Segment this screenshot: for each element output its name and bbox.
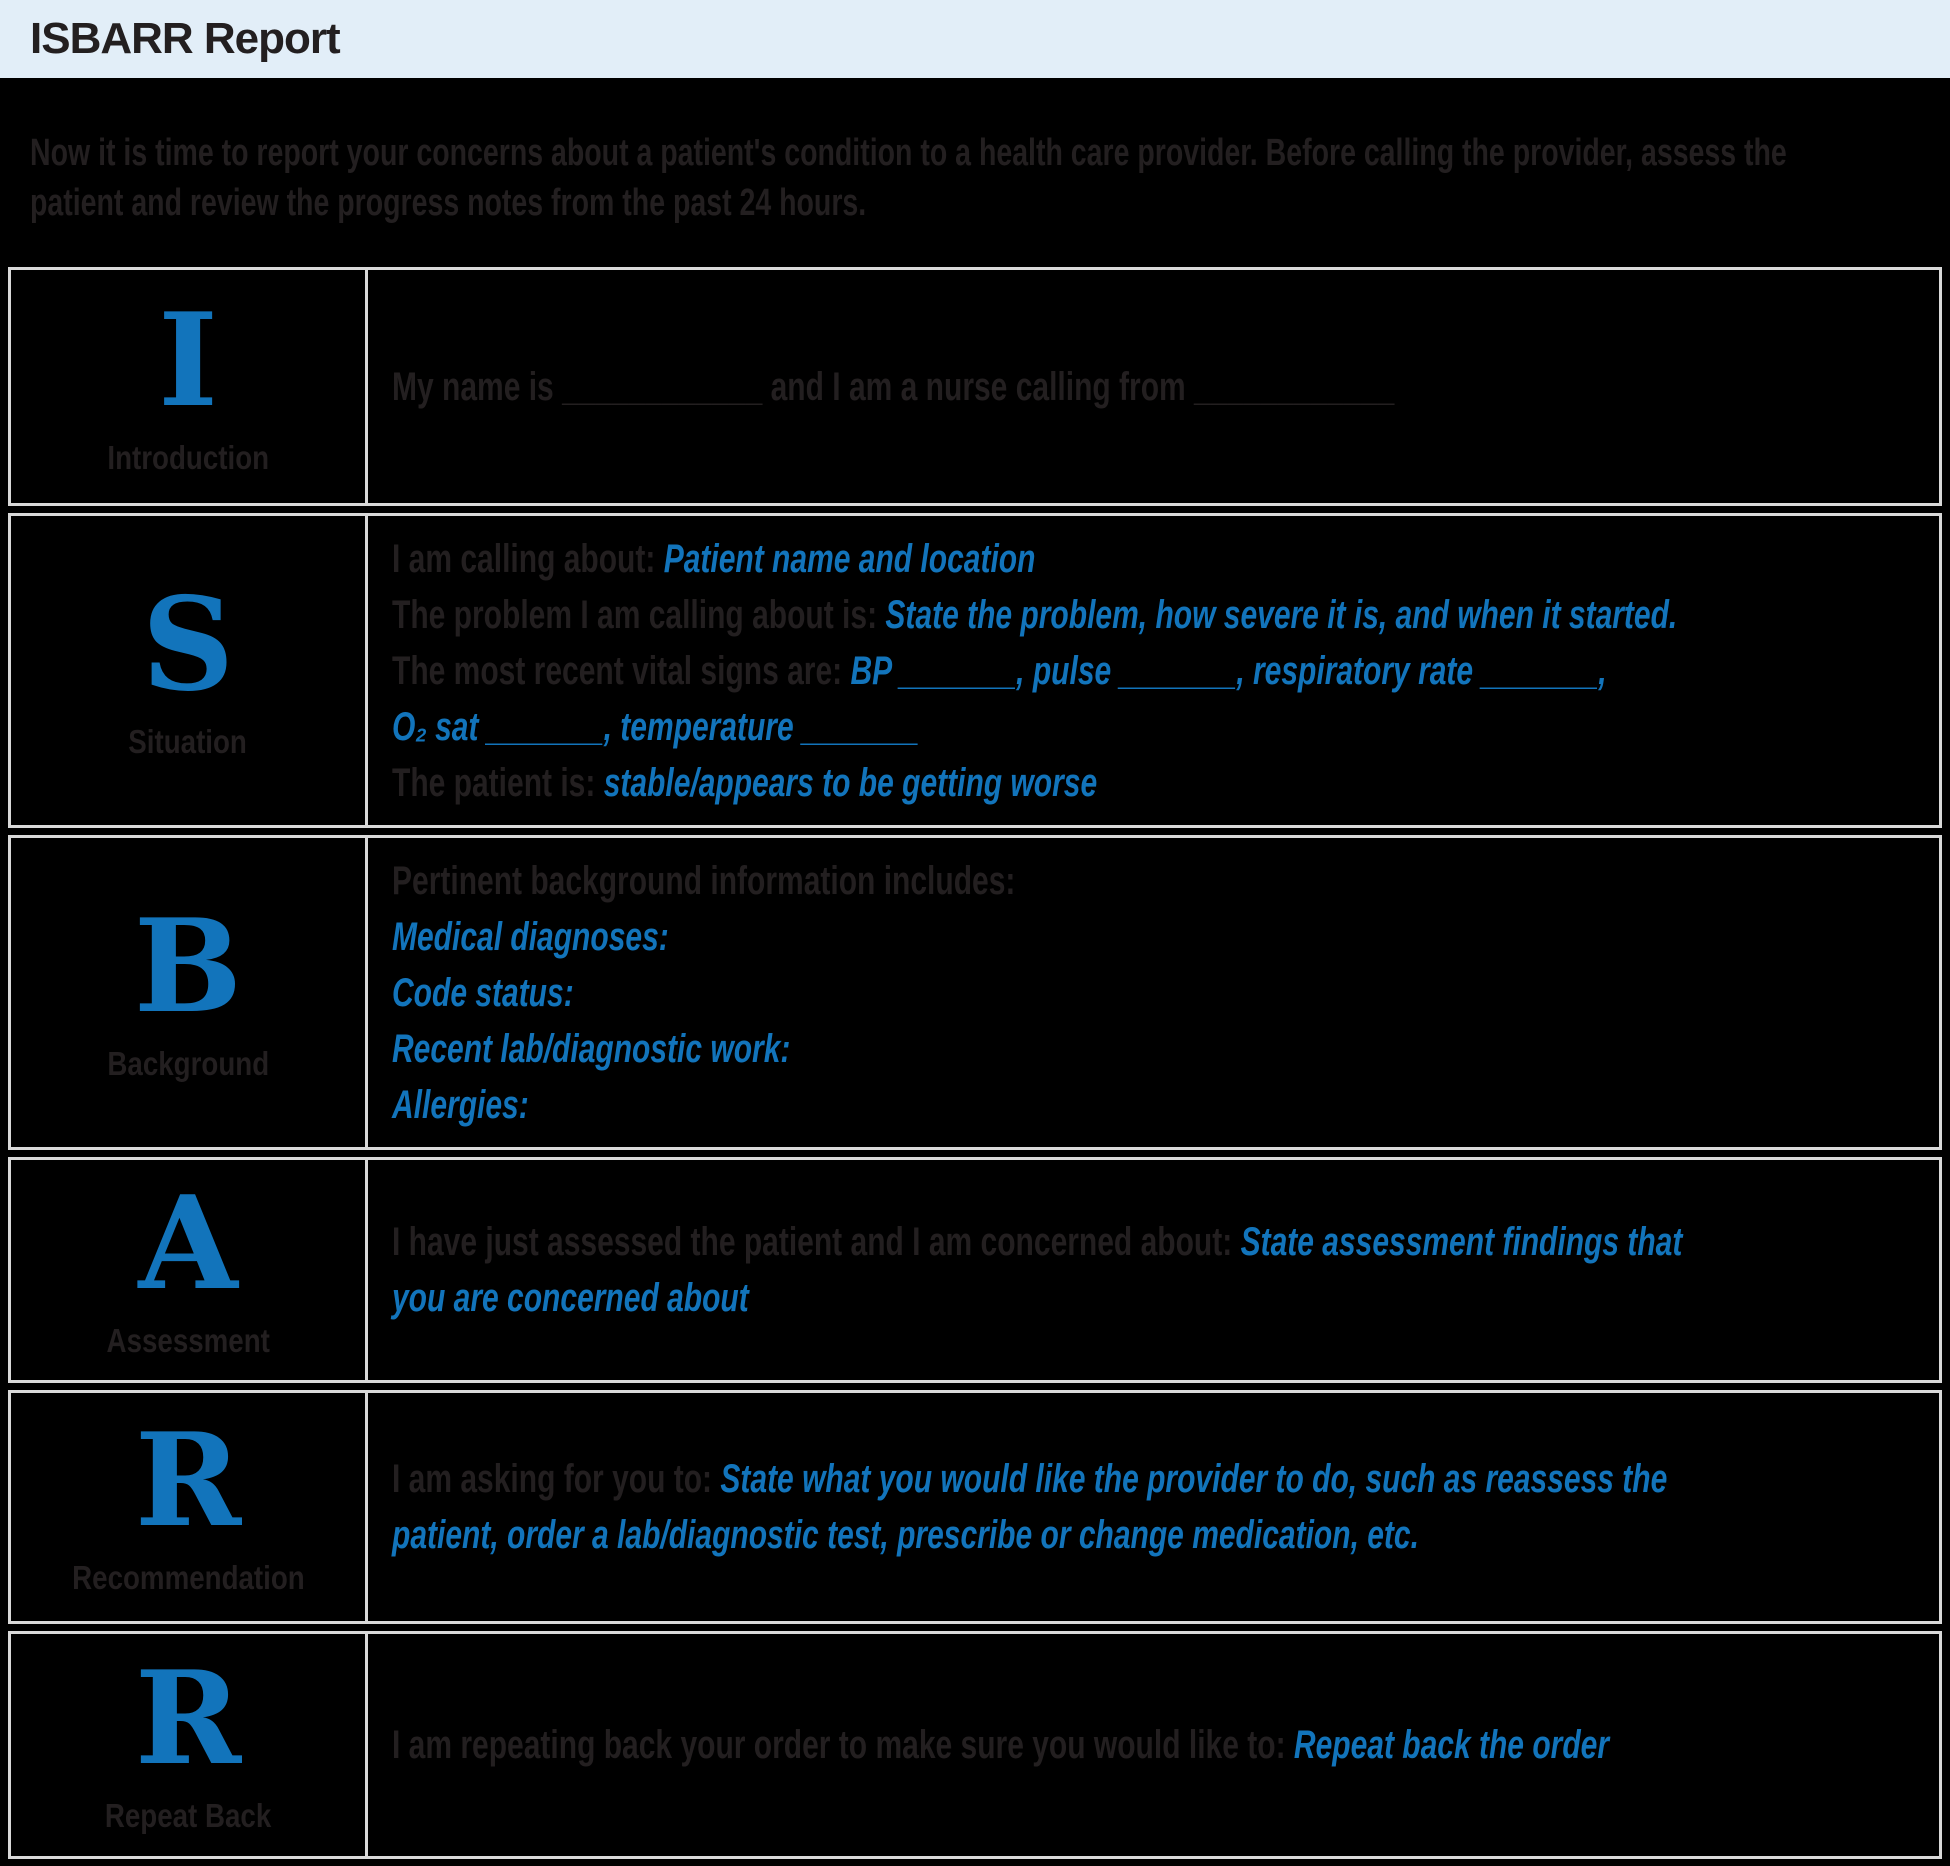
recommendation-text-blue: State what you would like the provider t…: [720, 1457, 1668, 1501]
introduction-label: Introduction: [107, 438, 269, 476]
background-letter: B: [133, 891, 243, 1042]
introduction-letter: I: [158, 285, 218, 436]
background-text-blue: Medical diagnoses:: [392, 914, 669, 959]
situation-letter-cell: S Situation: [8, 513, 365, 828]
isbarr-row-assessment: A Assessment I have just assessed the pati…: [8, 1157, 1942, 1383]
background-text-blue: Allergies:: [392, 1082, 529, 1127]
assessment-label: Assessment: [106, 1322, 270, 1359]
introduction-letter-cell: I Introduction: [8, 267, 365, 506]
assessment-content: I have just assessed the patient and I a…: [365, 1157, 1942, 1383]
recommendation-text-dark: I am asking for you to:: [392, 1457, 721, 1501]
background-line: Pertinent background information include…: [392, 853, 1540, 909]
recommendation-line: I am asking for you to: State what you w…: [392, 1451, 1667, 1507]
isbarr-row-repeat-back: R Repeat Back I am repeating back your ord…: [8, 1631, 1942, 1859]
intro-paragraph: Now it is time to report your concerns a…: [30, 132, 1787, 224]
repeat-back-line: I am repeating back your order to make s…: [392, 1717, 1609, 1773]
assessment-text-dark: I have just assessed the patient and I a…: [392, 1220, 1241, 1264]
background-text-blue: Code status:: [392, 970, 574, 1015]
situation-line: I am calling about: Patient name and loc…: [392, 531, 1540, 587]
situation-text-dark: The most recent vital signs are:: [392, 648, 851, 693]
situation-line: The problem I am calling about is: State…: [392, 587, 1677, 643]
assessment-line: you are concerned about: [392, 1270, 1540, 1326]
introduction-text-dark: My name is ____________ and I am a nurse…: [392, 364, 1395, 409]
situation-text-blue: O₂ sat _______, temperature _______: [392, 704, 919, 749]
situation-line: O₂ sat _______, temperature _______: [392, 699, 1540, 755]
isbarr-table: I Introduction My name is ____________ and…: [8, 260, 1942, 1866]
background-line: Medical diagnoses:: [392, 909, 1540, 965]
situation-content: I am calling about: Patient name and loc…: [365, 513, 1942, 828]
background-letter-cell: B Background: [8, 835, 365, 1150]
assessment-letter: A: [138, 1169, 238, 1319]
recommendation-label: Recommendation: [71, 1559, 305, 1596]
repeat-back-label: Repeat Back: [104, 1797, 272, 1834]
background-line: Code status:: [392, 965, 1540, 1021]
situation-text-dark: The patient is:: [392, 760, 604, 805]
situation-text-blue: State the problem, how severe it is, and…: [885, 592, 1678, 637]
repeat-back-content: I am repeating back your order to make s…: [365, 1631, 1942, 1859]
situation-text-blue: BP _______, pulse _______, respiratory r…: [850, 648, 1607, 693]
page-title: ISBARR Report: [30, 14, 341, 63]
background-line: Recent lab/diagnostic work:: [392, 1021, 1540, 1077]
recommendation-content: I am asking for you to: State what you w…: [365, 1390, 1942, 1624]
background-text-blue: Recent lab/diagnostic work:: [392, 1026, 791, 1071]
recommendation-line: patient, order a lab/diagnostic test, pr…: [392, 1507, 1540, 1563]
repeat-back-text-blue: Repeat back the order: [1293, 1723, 1610, 1767]
background-text-dark: Pertinent background information include…: [392, 858, 1016, 903]
situation-text-blue: Patient name and location: [663, 536, 1036, 581]
recommendation-letter: R: [134, 1406, 242, 1556]
isbarr-row-introduction: I Introduction My name is ____________ and…: [8, 267, 1942, 506]
recommendation-text-blue: patient, order a lab/diagnostic test, pr…: [392, 1513, 1419, 1557]
assessment-text-blue: you are concerned about: [392, 1276, 749, 1320]
situation-label: Situation: [128, 722, 248, 760]
repeat-back-text-dark: I am repeating back your order to make s…: [392, 1723, 1294, 1767]
isbarr-row-background: B Background Pertinent background informat…: [8, 835, 1942, 1150]
situation-line: The patient is: stable/appears to be get…: [392, 755, 1540, 811]
assessment-line: I have just assessed the patient and I a…: [392, 1214, 1682, 1270]
situation-line: The most recent vital signs are: BP ____…: [392, 643, 1607, 699]
introduction-content: My name is ____________ and I am a nurse…: [365, 267, 1942, 506]
header-bar: ISBARR Report: [0, 0, 1950, 78]
intro-section: Now it is time to report your concerns a…: [30, 128, 1950, 248]
introduction-line: My name is ____________ and I am a nurse…: [392, 359, 1540, 415]
background-content: Pertinent background information include…: [365, 835, 1942, 1150]
background-line: Allergies:: [392, 1077, 1540, 1133]
repeat-back-letter-cell: R Repeat Back: [8, 1631, 365, 1859]
assessment-text-blue: State assessment findings that: [1240, 1220, 1683, 1264]
background-label: Background: [107, 1044, 269, 1082]
situation-letter: S: [141, 569, 235, 720]
assessment-letter-cell: A Assessment: [8, 1157, 365, 1383]
isbarr-row-situation: S Situation I am calling about: Patient na…: [8, 513, 1942, 828]
situation-text-dark: I am calling about:: [392, 536, 664, 581]
situation-text-dark: The problem I am calling about is:: [392, 592, 886, 637]
repeat-back-letter: R: [134, 1644, 242, 1794]
recommendation-letter-cell: R Recommendation: [8, 1390, 365, 1624]
situation-text-blue: stable/appears to be getting worse: [603, 760, 1098, 805]
isbarr-row-recommendation: R Recommendation I am asking for you to: S…: [8, 1390, 1942, 1624]
